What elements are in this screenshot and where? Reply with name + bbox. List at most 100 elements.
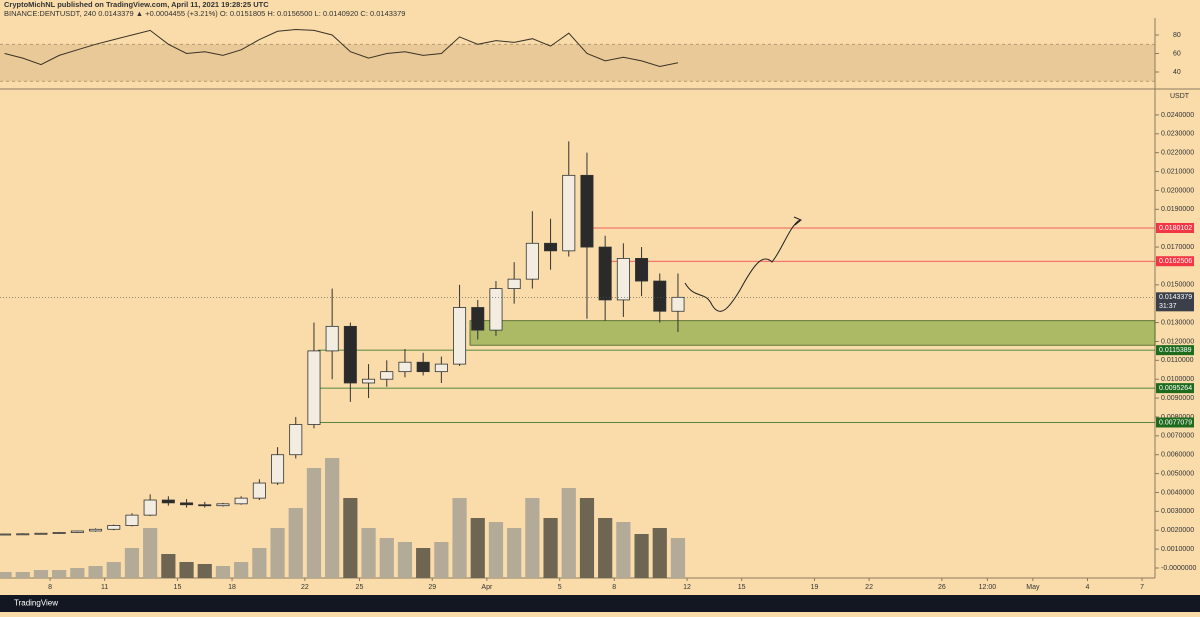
projection-arrowhead bbox=[793, 216, 802, 226]
candle-body bbox=[544, 242, 558, 252]
x-tick-label: 18 bbox=[228, 584, 236, 591]
level-label: 0.0162506 bbox=[1159, 258, 1192, 265]
candle-body bbox=[107, 525, 121, 530]
candle-body bbox=[616, 257, 630, 301]
candle-body bbox=[434, 363, 448, 373]
rsi-tick-label: 40 bbox=[1173, 69, 1181, 76]
volume-bar bbox=[634, 534, 649, 578]
candle-body bbox=[271, 454, 285, 484]
candle-body bbox=[380, 371, 394, 380]
x-tick-label: May bbox=[1026, 584, 1040, 591]
last-price-bg bbox=[1156, 292, 1194, 312]
x-tick-label: 7 bbox=[1140, 584, 1144, 591]
level-label: 0.0095264 bbox=[1159, 385, 1192, 392]
y-tick-label: 0.0060000 bbox=[1161, 452, 1194, 459]
candle-body bbox=[143, 499, 157, 516]
candle-body bbox=[598, 246, 612, 301]
candle-body bbox=[16, 533, 30, 536]
y-tick-label: 0.0120000 bbox=[1161, 338, 1194, 345]
volume-bar bbox=[234, 562, 249, 578]
y-tick-label: 0.0230000 bbox=[1161, 131, 1194, 138]
candle-body bbox=[362, 378, 376, 384]
rsi-line bbox=[4, 28, 679, 68]
candle-body bbox=[671, 296, 685, 312]
volume-bar bbox=[525, 498, 540, 578]
candle-body bbox=[325, 325, 339, 352]
symbol-line: BINANCE:DENTUSDT, 240 0.0143379 ▲ +0.000… bbox=[4, 9, 405, 18]
level-label-bg bbox=[1156, 222, 1194, 233]
x-tick-label: 8 bbox=[612, 584, 616, 591]
candle-body bbox=[289, 424, 303, 456]
x-tick-label: 19 bbox=[811, 584, 819, 591]
rsi-tick-label: 60 bbox=[1173, 50, 1181, 57]
volume-bar bbox=[33, 570, 49, 578]
volume-bar bbox=[488, 522, 504, 578]
rsi-band bbox=[0, 44, 1155, 82]
y-tick-label: -0.0000000 bbox=[1161, 565, 1197, 572]
x-tick-label: 12 bbox=[683, 584, 691, 591]
candle-body bbox=[580, 174, 594, 248]
candle-body bbox=[89, 528, 103, 532]
header: CryptoMichNL published on TradingView.co… bbox=[4, 0, 269, 9]
candle-body bbox=[343, 325, 357, 384]
volume-bar bbox=[161, 554, 176, 578]
volume-bar bbox=[52, 570, 67, 578]
y-tick-label: 0.0090000 bbox=[1161, 395, 1194, 402]
y-tick-label: 0.0040000 bbox=[1161, 489, 1194, 496]
candle-body bbox=[398, 361, 412, 373]
volume-bar bbox=[434, 542, 449, 578]
candle-body bbox=[507, 278, 521, 289]
volume-bar bbox=[598, 518, 613, 578]
y-tick-label: 0.0150000 bbox=[1161, 282, 1194, 289]
x-tick-label: 5 bbox=[558, 584, 562, 591]
level-label-bg bbox=[1156, 383, 1194, 394]
volume-bar bbox=[288, 508, 303, 578]
y-tick-label: 0.0070000 bbox=[1161, 433, 1194, 440]
y-tick-label: 0.0100000 bbox=[1161, 376, 1194, 383]
x-tick-label: 15 bbox=[738, 584, 746, 591]
volume-bar bbox=[252, 548, 267, 578]
y-tick-label: 0.0080000 bbox=[1161, 414, 1194, 421]
candle-body bbox=[525, 242, 539, 280]
y-tick-label: 0.0030000 bbox=[1161, 508, 1194, 515]
support-zone bbox=[469, 320, 1156, 346]
last-price-label: 0.0143379 bbox=[1159, 294, 1192, 301]
plot-layer: 80 60 40 0.0240000 0.0230000 0.0220000 0.02100… bbox=[0, 28, 1197, 591]
footer-brand: TradingView bbox=[14, 599, 58, 608]
volume-bar bbox=[124, 548, 140, 578]
projection-path bbox=[684, 219, 801, 312]
volume-bar bbox=[379, 538, 394, 578]
y-tick-label: 0.0210000 bbox=[1161, 168, 1194, 175]
countdown: 31:37 bbox=[1159, 303, 1177, 310]
y-tick-label: 0.0190000 bbox=[1161, 206, 1194, 213]
level-label-bg bbox=[1156, 345, 1194, 356]
volume-bar bbox=[670, 538, 686, 578]
level-label: 0.0115389 bbox=[1159, 347, 1192, 354]
volume-bar bbox=[416, 548, 431, 578]
volume-bar bbox=[215, 566, 231, 578]
y-tick-label: 0.0050000 bbox=[1161, 470, 1194, 477]
candle-body bbox=[562, 174, 576, 252]
candle-body bbox=[416, 361, 430, 373]
volume-bar bbox=[325, 458, 340, 578]
y-tick-label: 0.0020000 bbox=[1161, 527, 1194, 534]
volume-bar bbox=[361, 528, 376, 578]
volume-bar bbox=[306, 468, 322, 578]
candle-body bbox=[307, 350, 321, 425]
level-label: 0.0077079 bbox=[1159, 419, 1192, 426]
volume-bar bbox=[561, 488, 576, 578]
x-tick-label: 26 bbox=[938, 584, 946, 591]
candle-body bbox=[70, 530, 84, 533]
volume-bar bbox=[0, 572, 12, 578]
x-tick-label: 4 bbox=[1086, 584, 1090, 591]
y-tick-label: 0.0200000 bbox=[1161, 187, 1194, 194]
volume-bar bbox=[652, 528, 667, 578]
y-tick-label: 0.0220000 bbox=[1161, 150, 1194, 157]
footer-bar bbox=[0, 595, 1200, 612]
volume-bar bbox=[470, 518, 485, 578]
volume-bar bbox=[15, 572, 30, 578]
rsi-tick-label: 80 bbox=[1173, 32, 1181, 39]
